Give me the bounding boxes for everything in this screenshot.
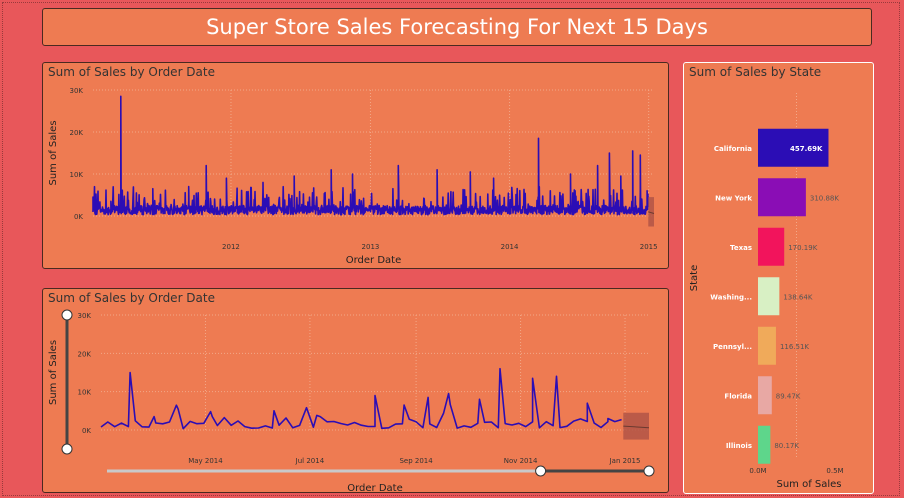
data-label: 89.47K: [776, 392, 801, 400]
chart-sales-by-state-panel[interactable]: Sum of Sales by State 0.0M 0.5M California…: [683, 62, 874, 494]
chart-sales-by-date-zoom: 0K 10K 20K 30K May 2014 Jul 2014 Sep 2014 Nov 2…: [48, 309, 655, 494]
chart-title: Sum of Sales by Order Date: [48, 65, 215, 79]
category-label: Texas: [730, 244, 752, 252]
forecast-line: [648, 211, 655, 214]
bar: [758, 425, 771, 464]
forecast-band: [648, 197, 654, 227]
y-tick-label: 30K: [70, 87, 84, 95]
category-label: Pennsyl...: [713, 343, 752, 351]
chart-sales-by-state: 0.0M 0.5M California 457.69K New York 310.88K…: [689, 93, 844, 490]
x-tick-label: Nov 2014: [504, 457, 538, 465]
y-tick-label: 20K: [78, 350, 92, 358]
y-tick-label: 10K: [78, 389, 92, 397]
chart-sales-by-date-panel[interactable]: Sum of Sales by Order Date 0K 10K 20K 30K 20…: [42, 62, 669, 269]
chart-title: Sum of Sales by Order Date: [48, 291, 215, 305]
bar: [758, 277, 780, 316]
x-range-slider-handle-start: [535, 465, 547, 477]
category-label: Florida: [724, 392, 752, 400]
x-axis-label: Order Date: [347, 483, 403, 494]
y-tick-label: 0K: [74, 213, 83, 221]
x-tick-label: 0.5M: [826, 467, 843, 475]
title-banner: Super Store Sales Forecasting For Next 1…: [42, 8, 872, 46]
data-label: 80.17K: [774, 442, 799, 450]
y-range-slider-handle-bottom: [61, 443, 73, 455]
category-label: New York: [715, 194, 752, 202]
y-tick-label: 0K: [82, 427, 91, 435]
y-tick-label: 20K: [70, 129, 84, 137]
page-title: Super Store Sales Forecasting For Next 1…: [206, 15, 708, 39]
bar: [758, 128, 829, 167]
forecast-line: [623, 425, 650, 429]
y-axis-label: Sum of Sales: [48, 120, 59, 185]
category-label: Illinois: [726, 442, 752, 450]
data-label: 310.88K: [810, 194, 839, 202]
y-axis-label: Sum of Sales: [48, 340, 59, 405]
x-tick-label: 2014: [501, 243, 519, 251]
x-tick-label: 0.0M: [749, 467, 766, 475]
y-axis-label: State: [689, 265, 700, 291]
x-tick-label: 2013: [362, 243, 380, 251]
y-tick-label: 10K: [70, 171, 84, 179]
data-label: 457.69K: [790, 145, 823, 153]
x-range-slider-handle-end: [643, 465, 655, 477]
y-tick-label: 30K: [78, 312, 92, 320]
x-axis-label: Sum of Sales: [776, 479, 841, 490]
series-line: [92, 95, 650, 216]
bar: [758, 178, 806, 217]
series-line: [100, 367, 622, 430]
x-tick-label: 2012: [222, 243, 240, 251]
category-label: Washing...: [710, 293, 752, 301]
data-label: 170.19K: [788, 244, 817, 252]
x-axis-label: Order Date: [346, 255, 402, 266]
chart-title: Sum of Sales by State: [689, 65, 822, 79]
x-tick-label: 2015: [640, 243, 658, 251]
x-tick-label: Sep 2014: [399, 457, 433, 465]
x-tick-label: May 2014: [188, 457, 223, 465]
chart-sales-by-date-zoom-panel[interactable]: Sum of Sales by Order Date 0K 10K 20K 30K Ma…: [42, 288, 669, 494]
x-tick-label: Jul 2014: [295, 457, 325, 465]
category-label: California: [714, 145, 752, 153]
bar: [758, 326, 776, 365]
chart-sales-by-date: 0K 10K 20K 30K 2012 2013 2014 2015 Order Date Sum…: [48, 87, 658, 266]
data-label: 116.51K: [780, 343, 809, 351]
y-range-slider-handle-top: [61, 309, 73, 321]
bar: [758, 376, 772, 415]
bar: [758, 227, 785, 266]
data-label: 138.64K: [783, 293, 812, 301]
x-tick-label: Jan 2015: [609, 457, 641, 465]
